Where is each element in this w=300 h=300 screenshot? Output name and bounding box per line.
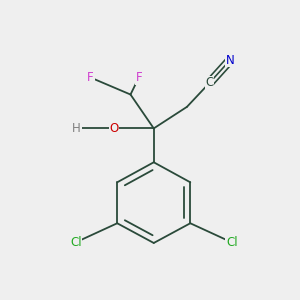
- Text: N: N: [226, 53, 235, 67]
- Text: F: F: [87, 71, 94, 84]
- Text: Cl: Cl: [226, 236, 238, 249]
- Text: F: F: [136, 71, 142, 84]
- Text: Cl: Cl: [70, 236, 82, 249]
- Text: O: O: [109, 122, 119, 135]
- Text: C: C: [206, 76, 214, 89]
- Text: H: H: [72, 122, 81, 135]
